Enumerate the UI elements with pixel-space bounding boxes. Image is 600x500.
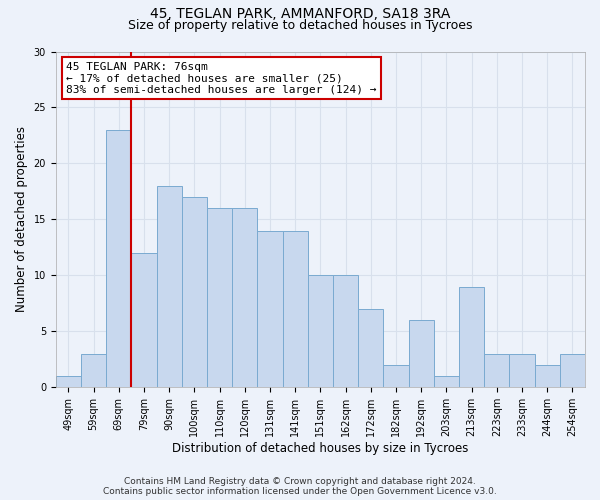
Text: Contains HM Land Registry data © Crown copyright and database right 2024.
Contai: Contains HM Land Registry data © Crown c… [103,476,497,496]
Bar [106,130,131,388]
Bar [157,186,182,388]
Bar [358,309,383,388]
Y-axis label: Number of detached properties: Number of detached properties [15,126,28,312]
Bar [56,376,81,388]
Bar [308,276,333,388]
Bar [484,354,509,388]
Bar [81,354,106,388]
Bar [434,376,459,388]
Bar [257,230,283,388]
Bar [459,286,484,388]
Bar [509,354,535,388]
Text: 45, TEGLAN PARK, AMMANFORD, SA18 3RA: 45, TEGLAN PARK, AMMANFORD, SA18 3RA [150,8,450,22]
Text: 45 TEGLAN PARK: 76sqm
← 17% of detached houses are smaller (25)
83% of semi-deta: 45 TEGLAN PARK: 76sqm ← 17% of detached … [67,62,377,95]
Bar [182,197,207,388]
Bar [535,365,560,388]
Bar [333,276,358,388]
Bar [560,354,585,388]
Bar [283,230,308,388]
Bar [383,365,409,388]
Bar [232,208,257,388]
Bar [207,208,232,388]
X-axis label: Distribution of detached houses by size in Tycroes: Distribution of detached houses by size … [172,442,469,455]
Bar [131,253,157,388]
Text: Size of property relative to detached houses in Tycroes: Size of property relative to detached ho… [128,19,472,32]
Bar [409,320,434,388]
